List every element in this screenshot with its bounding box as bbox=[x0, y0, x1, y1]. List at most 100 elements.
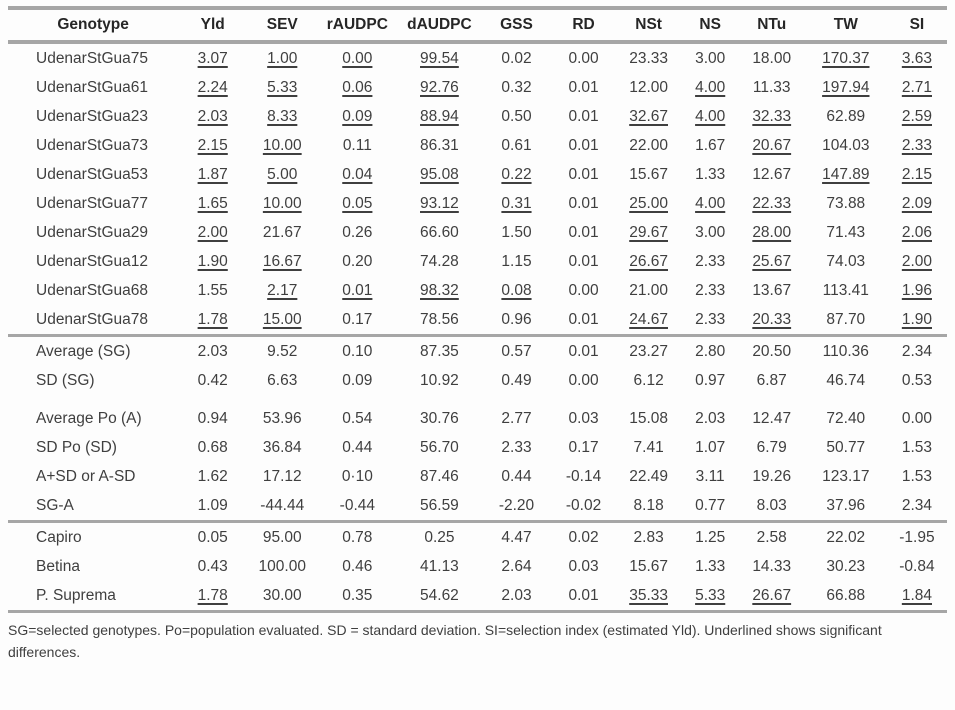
underlined-value: 147.89 bbox=[822, 165, 870, 183]
cell: 0.08 bbox=[481, 276, 551, 305]
column-header-ntu: NTu bbox=[757, 16, 787, 33]
table-row: UdenarStGua78 1.78 15.00 0.17 78.56 0.96 0.01 2… bbox=[8, 305, 947, 336]
row-label: Capiro bbox=[36, 528, 82, 546]
cell: 18.00 bbox=[752, 49, 792, 67]
cell: 2.59 bbox=[887, 102, 947, 131]
cell: 20.50 bbox=[752, 342, 792, 360]
cell: -44.44 bbox=[260, 496, 305, 514]
table-row: UdenarStGua53 1.87 5.00 0.04 95.08 0.22 0.01 15… bbox=[8, 160, 947, 189]
cell: 74.28 bbox=[420, 252, 459, 270]
underlined-value: 25.67 bbox=[752, 252, 792, 270]
cell: 2.71 bbox=[887, 73, 947, 102]
cell: 87.35 bbox=[420, 342, 459, 360]
table-row: Average Po (A) 0.94 53.96 0.54 30.76 2.77 0.03… bbox=[8, 395, 947, 433]
section-selected-genotypes: UdenarStGua75 3.07 1.00 0.00 99.54 0.02 0.00 23… bbox=[8, 42, 947, 336]
row-label: UdenarStGua75 bbox=[36, 49, 149, 67]
cell: 5.33 bbox=[247, 73, 317, 102]
cell: 170.37 bbox=[805, 42, 887, 73]
cell: 0.00 bbox=[568, 371, 599, 389]
underlined-value: 1.65 bbox=[197, 194, 228, 212]
underlined-value: 2.15 bbox=[197, 136, 228, 154]
cell: 86.31 bbox=[420, 136, 459, 154]
underlined-value: 4.00 bbox=[695, 107, 726, 125]
cell: 15.00 bbox=[247, 305, 317, 336]
cell: 0.03 bbox=[568, 409, 599, 427]
underlined-value: 32.33 bbox=[752, 107, 792, 125]
header-row: Genotype Yld SEV rAUDPC dAUDPC GSS RD NSt NS NTu T… bbox=[8, 8, 947, 42]
cell: 5.33 bbox=[682, 581, 739, 612]
cell: 32.67 bbox=[616, 102, 682, 131]
underlined-value: 26.67 bbox=[752, 586, 792, 604]
row-label: SG-A bbox=[36, 496, 74, 514]
underlined-value: 1.96 bbox=[901, 281, 932, 299]
underlined-value: 93.12 bbox=[420, 194, 459, 212]
cell: 0.05 bbox=[197, 528, 228, 546]
section-statistics: Average (SG) 2.03 9.52 0.10 87.35 0.57 0.01 23.… bbox=[8, 335, 947, 522]
cell: 0.32 bbox=[501, 78, 532, 96]
row-label: UdenarStGua61 bbox=[36, 78, 149, 96]
row-label: UdenarStGua12 bbox=[36, 252, 149, 270]
column-header-yld: Yld bbox=[200, 16, 225, 33]
cell: 0·10 bbox=[341, 467, 373, 485]
cell: 123.17 bbox=[822, 467, 870, 485]
table-row: UdenarStGua77 1.65 10.00 0.05 93.12 0.31 0.01 2… bbox=[8, 189, 947, 218]
column-header-genotype: Genotype bbox=[57, 16, 129, 33]
cell: 23.33 bbox=[629, 49, 668, 67]
cell: 41.13 bbox=[420, 557, 459, 575]
cell: 1.50 bbox=[501, 223, 532, 241]
cell: 15.08 bbox=[629, 409, 668, 427]
cell: 0.43 bbox=[197, 557, 228, 575]
cell: 21.00 bbox=[629, 281, 668, 299]
cell: 2.03 bbox=[178, 102, 247, 131]
cell: 0.00 bbox=[901, 409, 932, 427]
underlined-value: 20.33 bbox=[752, 310, 792, 328]
cell: 0.04 bbox=[317, 160, 397, 189]
row-label: SD Po (SD) bbox=[36, 438, 117, 456]
cell: 30.23 bbox=[826, 557, 866, 575]
cell: 2.58 bbox=[756, 528, 787, 546]
underlined-value: 15.00 bbox=[262, 310, 302, 328]
table-row: Average (SG) 2.03 9.52 0.10 87.35 0.57 0.01 23.… bbox=[8, 336, 947, 367]
table-row: SD (SG) 0.42 6.63 0.09 10.92 0.49 0.00 6.12 0.97… bbox=[8, 366, 947, 395]
cell: 113.41 bbox=[822, 281, 869, 299]
cell: 0.00 bbox=[568, 281, 599, 299]
cell: -0.02 bbox=[565, 496, 602, 514]
cell: 10.92 bbox=[420, 371, 459, 389]
underlined-value: 98.32 bbox=[420, 281, 459, 299]
cell: 25.00 bbox=[616, 189, 682, 218]
cell: 0.46 bbox=[342, 557, 373, 575]
cell: 0.44 bbox=[501, 467, 532, 485]
cell: 0.01 bbox=[568, 78, 599, 96]
cell: 1.00 bbox=[247, 42, 317, 73]
cell: 1.53 bbox=[901, 438, 932, 456]
cell: 3.63 bbox=[887, 42, 947, 73]
cell: 1.84 bbox=[887, 581, 947, 612]
underlined-value: 2.24 bbox=[197, 78, 228, 96]
cell: 1.15 bbox=[501, 252, 532, 270]
cell: 2.33 bbox=[501, 438, 532, 456]
underlined-value: 88.94 bbox=[420, 107, 459, 125]
cell: 0.77 bbox=[695, 496, 726, 514]
cell: 15.67 bbox=[629, 557, 668, 575]
cell: 0.22 bbox=[481, 160, 551, 189]
cell: 15.67 bbox=[629, 165, 668, 183]
cell: 0.17 bbox=[342, 310, 373, 328]
row-label: A+SD or A-SD bbox=[36, 467, 136, 485]
table-row: UdenarStGua23 2.03 8.33 0.09 88.94 0.50 0.01 32… bbox=[8, 102, 947, 131]
underlined-value: 0.05 bbox=[342, 194, 373, 212]
row-label: P. Suprema bbox=[36, 586, 116, 604]
underlined-value: 24.67 bbox=[629, 310, 668, 328]
cell: 1.07 bbox=[695, 438, 726, 456]
column-header-gss: GSS bbox=[500, 16, 533, 33]
cell: 20.33 bbox=[739, 305, 805, 336]
cell: 1.78 bbox=[178, 581, 247, 612]
underlined-value: 5.33 bbox=[695, 586, 726, 604]
table-row: Betina 0.43 100.00 0.46 41.13 2.64 0.03 15.67 1.… bbox=[8, 552, 947, 581]
underlined-value: 0.31 bbox=[501, 194, 532, 212]
cell: 35.33 bbox=[616, 581, 682, 612]
column-header-sev: SEV bbox=[266, 16, 298, 33]
cell: 0.00 bbox=[317, 42, 397, 73]
cell: 0.01 bbox=[568, 107, 599, 125]
table-row: UdenarStGua68 1.55 2.17 0.01 98.32 0.08 0.00 21… bbox=[8, 276, 947, 305]
cell: 5.00 bbox=[247, 160, 317, 189]
